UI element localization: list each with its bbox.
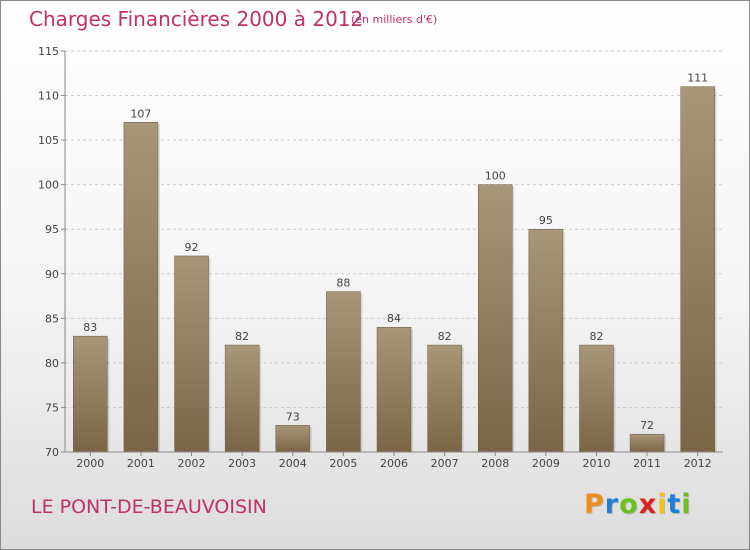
y-tick-label: 85 xyxy=(45,312,59,325)
data-labels: 83 107 92 82 73 88 84 82 100 95 82 72 111 xyxy=(83,72,708,433)
x-tick-label: 2008 xyxy=(481,457,509,470)
y-tick-label: 105 xyxy=(38,134,59,147)
y-tick-label: 100 xyxy=(38,179,59,192)
logo-letter: o xyxy=(619,489,639,520)
y-tick-label: 115 xyxy=(38,45,59,58)
data-label: 82 xyxy=(589,330,603,343)
x-tick-label: 2000 xyxy=(76,457,104,470)
bar xyxy=(579,344,614,453)
y-tick-label: 75 xyxy=(45,401,59,414)
y-tick-label: 70 xyxy=(45,446,59,459)
chart-title: Charges Financières 2000 à 2012 xyxy=(29,7,364,31)
bars xyxy=(73,86,717,453)
data-label: 82 xyxy=(235,330,249,343)
y-tick-label: 95 xyxy=(45,223,59,236)
bar xyxy=(376,326,412,453)
x-tick-label: 2004 xyxy=(279,457,307,470)
bar xyxy=(629,433,665,453)
logo-letter: r xyxy=(604,489,620,520)
logo-letter: i xyxy=(681,489,692,520)
y-tick-label: 110 xyxy=(38,90,59,103)
bar xyxy=(224,344,260,453)
bar xyxy=(528,228,564,453)
data-label: 111 xyxy=(687,72,708,85)
y-tick-label: 80 xyxy=(45,357,59,370)
bar xyxy=(73,335,108,453)
x-tick-label: 2001 xyxy=(127,457,155,470)
data-label: 100 xyxy=(485,170,506,183)
logo-letter: i xyxy=(657,489,668,520)
bar xyxy=(275,425,311,453)
location-name: LE PONT-DE-BEAUVOISIN xyxy=(31,496,267,518)
x-tick-label: 2006 xyxy=(380,457,408,470)
chart-subtitle: (en milliers d'€) xyxy=(351,13,438,26)
x-tick-label: 2003 xyxy=(228,457,256,470)
x-tick-label: 2005 xyxy=(329,457,357,470)
bar xyxy=(174,255,209,453)
x-tick-label: 2002 xyxy=(178,457,206,470)
data-label: 107 xyxy=(130,107,151,120)
bar xyxy=(477,184,513,453)
logo-letter: t xyxy=(667,489,682,520)
data-label: 92 xyxy=(185,241,199,254)
data-label: 84 xyxy=(387,312,401,325)
axes: 70 75 80 85 90 95 100 105 110 115 2000 2001 2002 2003… xyxy=(38,45,723,470)
x-tick-label: 2009 xyxy=(532,457,560,470)
logo-letter: P xyxy=(584,489,605,520)
data-label: 83 xyxy=(83,321,97,334)
data-label: 88 xyxy=(336,277,350,290)
data-label: 95 xyxy=(539,214,553,227)
logo-letter: x xyxy=(638,489,658,520)
x-tick-label: 2011 xyxy=(633,457,661,470)
y-tick-label: 90 xyxy=(45,268,59,281)
bar xyxy=(123,122,159,453)
data-label: 72 xyxy=(640,419,654,432)
x-tick-label: 2012 xyxy=(684,457,712,470)
bar xyxy=(326,291,361,453)
x-tick-label: 2010 xyxy=(582,457,610,470)
bar xyxy=(427,344,462,453)
x-tick-label: 2007 xyxy=(431,457,459,470)
data-label: 82 xyxy=(438,330,452,343)
proxiti-logo[interactable]: Proxiti xyxy=(584,489,692,520)
bar xyxy=(680,86,715,453)
data-label: 73 xyxy=(286,410,300,423)
